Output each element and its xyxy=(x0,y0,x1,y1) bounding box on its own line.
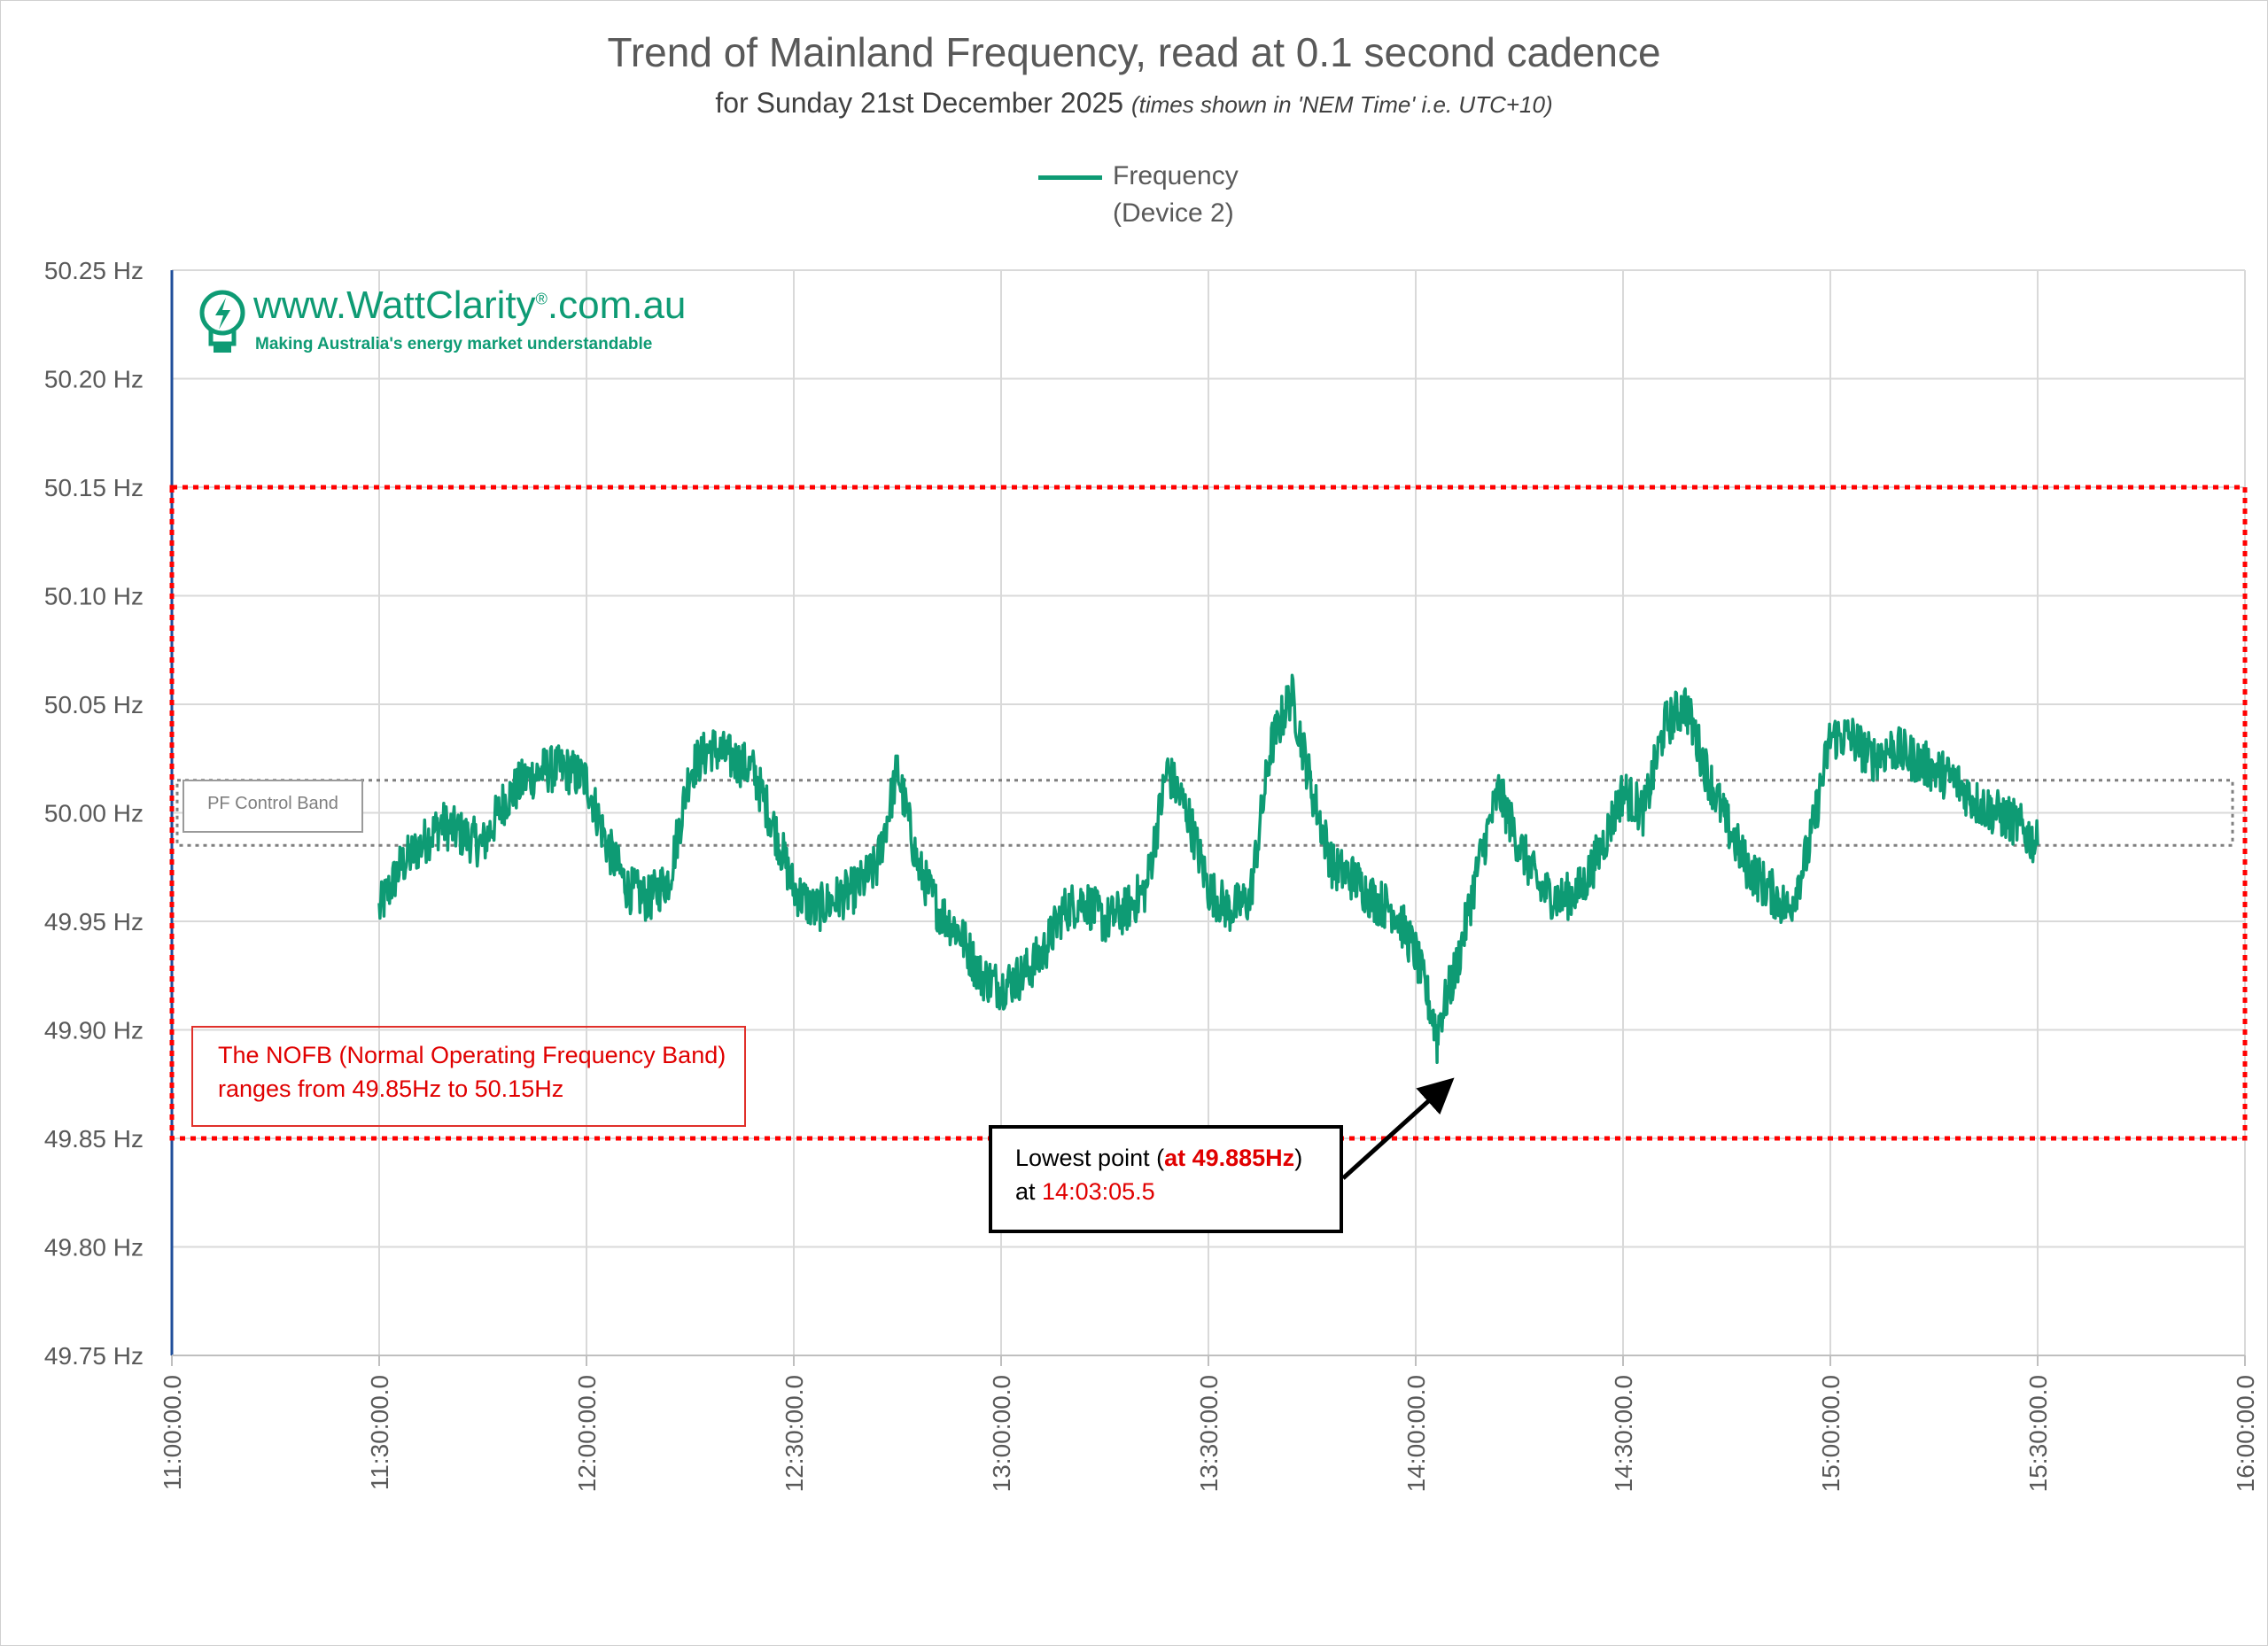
logo-url-suffix: .com.au xyxy=(547,283,687,327)
lowest-time: 14:03:05.5 xyxy=(1042,1178,1155,1205)
logo-url-main: www.WattClarity xyxy=(253,283,536,327)
x-tick-label: 11:00:00.0 xyxy=(159,1375,186,1490)
subtitle-text: for Sunday 21st December 2025 xyxy=(715,87,1124,119)
nofb-text: The NOFB (Normal Operating Frequency Ban… xyxy=(218,1038,726,1106)
x-tick-label: 11:30:00.0 xyxy=(366,1375,393,1490)
legend-entry-1: (Device 2) xyxy=(1113,198,1234,228)
legend-label: Frequency (Device 2) xyxy=(1113,158,1239,232)
nofb-line-1: The NOFB (Normal Operating Frequency Ban… xyxy=(218,1042,726,1068)
lowest-at: at xyxy=(1015,1178,1043,1205)
y-tick-label: 50.10 Hz xyxy=(44,583,144,610)
x-tick-label: 14:30:00.0 xyxy=(1610,1375,1637,1492)
lowest-prefix: Lowest point ( xyxy=(1015,1145,1165,1171)
y-tick-label: 49.90 Hz xyxy=(44,1017,144,1044)
x-tick-label: 16:00:00.0 xyxy=(2232,1375,2259,1492)
lowest-suffix: ) xyxy=(1294,1145,1303,1171)
legend-entry-0: Frequency xyxy=(1113,161,1239,190)
y-tick-label: 50.00 Hz xyxy=(44,800,144,827)
logo-tagline: Making Australia's energy market underst… xyxy=(255,335,653,353)
x-tick-label: 15:00:00.0 xyxy=(1817,1375,1845,1492)
y-tick-label: 49.85 Hz xyxy=(44,1125,144,1153)
x-tick-label: 15:30:00.0 xyxy=(2024,1375,2052,1492)
x-tick-label: 12:00:00.0 xyxy=(573,1375,601,1492)
y-tick-label: 49.95 Hz xyxy=(44,908,144,936)
x-tick-label: 13:00:00.0 xyxy=(988,1375,1015,1492)
subtitle-note: (times shown in 'NEM Time' i.e. UTC+10) xyxy=(1130,91,1553,118)
nofb-band xyxy=(169,485,2248,1141)
lightbulb-bolt-icon xyxy=(199,290,245,353)
logo-url: www.WattClarity®.com.au xyxy=(253,283,686,328)
x-tick-label: 14:00:00.0 xyxy=(1402,1375,1430,1492)
x-tick-label: 12:30:00.0 xyxy=(781,1375,808,1492)
pf-control-band-text: PF Control Band xyxy=(207,794,338,813)
lowest-point-arrow xyxy=(1341,1077,1455,1180)
x-tick-label: 13:30:00.0 xyxy=(1195,1375,1223,1492)
lowest-point-callout: Lowest point (at 49.885Hz) at 14:03:05.5 xyxy=(989,1125,1343,1233)
chart-subtitle: for Sunday 21st December 2025 (times sho… xyxy=(0,87,2268,120)
legend-swatch xyxy=(1038,175,1102,180)
nofb-annotation: The NOFB (Normal Operating Frequency Ban… xyxy=(191,1026,746,1127)
y-tick-label: 49.75 Hz xyxy=(44,1342,144,1370)
lowest-value: at 49.885Hz xyxy=(1164,1145,1295,1171)
chart-title: Trend of Mainland Frequency, read at 0.1… xyxy=(607,29,1661,75)
y-tick-label: 50.25 Hz xyxy=(44,257,144,284)
logo-registered: ® xyxy=(535,290,548,308)
y-tick-label: 50.05 Hz xyxy=(44,691,144,718)
frequency-series-line xyxy=(377,673,2039,1065)
y-tick-label: 50.15 Hz xyxy=(44,474,144,501)
lowest-point-text: Lowest point (at 49.885Hz) at 14:03:05.5 xyxy=(1015,1141,1302,1208)
nofb-line-2: ranges from 49.85Hz to 50.15Hz xyxy=(218,1075,564,1102)
y-tick-label: 49.80 Hz xyxy=(44,1234,144,1262)
pf-control-band-label: PF Control Band xyxy=(183,780,363,833)
y-tick-label: 50.20 Hz xyxy=(44,366,144,393)
